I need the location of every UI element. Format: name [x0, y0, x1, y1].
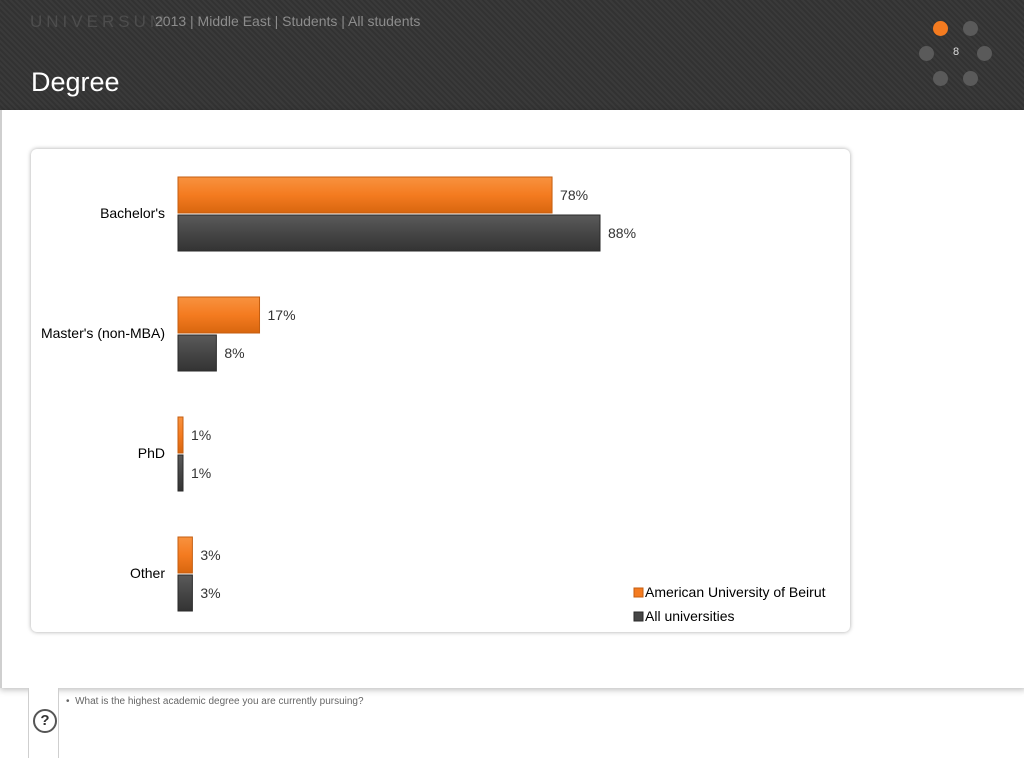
legend-swatch: [633, 587, 644, 598]
help-icon[interactable]: ?: [33, 709, 57, 733]
page-navigation-dots[interactable]: 8: [915, 18, 993, 90]
bar-all-universities: [177, 574, 193, 612]
data-label: 3%: [200, 585, 220, 601]
data-label: 1%: [191, 427, 211, 443]
legend-label: All universities: [645, 608, 734, 624]
nav-dot-active[interactable]: [933, 21, 948, 36]
category-label: PhD: [138, 445, 165, 461]
bar-all-universities: [177, 454, 184, 492]
data-label: 8%: [224, 345, 244, 361]
bar-all-universities: [177, 334, 217, 372]
legend-swatch: [633, 611, 644, 622]
bar-aub: [177, 416, 184, 454]
category-label: Bachelor's: [100, 205, 165, 221]
bar-aub: [177, 536, 193, 574]
footnote-text: What is the highest academic degree you …: [75, 696, 364, 707]
nav-dot[interactable]: [963, 21, 978, 36]
bar-aub: [177, 176, 553, 214]
nav-dot[interactable]: [963, 71, 978, 86]
data-label: 78%: [560, 187, 588, 203]
data-label: 17%: [268, 307, 296, 323]
nav-dot[interactable]: [977, 46, 992, 61]
page-number: 8: [952, 46, 960, 58]
data-label: 3%: [200, 547, 220, 563]
bar-chart: Bachelor's 78% 88% Master's (non-MBA) 17% 8% P…: [41, 176, 826, 624]
data-label: 1%: [191, 465, 211, 481]
header-bar: UNIVERSUM 2013 | Middle East | Students …: [0, 0, 1024, 110]
category-label: Master's (non-MBA): [41, 325, 165, 341]
footnote: • What is the highest academic degree yo…: [66, 696, 364, 707]
nav-dot[interactable]: [919, 46, 934, 61]
chart-card: Bachelor's 78% 88% Master's (non-MBA) 17% 8% P…: [31, 149, 850, 632]
category-label: Other: [130, 565, 165, 581]
nav-dot[interactable]: [933, 71, 948, 86]
bar-all-universities: [177, 214, 601, 252]
bar-aub: [177, 296, 261, 334]
header-subtitle: 2013 | Middle East | Students | All stud…: [155, 13, 421, 29]
universum-logo: UNIVERSUM: [30, 12, 169, 31]
page-title: Degree: [31, 67, 120, 97]
legend-label: American University of Beirut: [645, 584, 826, 600]
data-label: 88%: [608, 225, 636, 241]
